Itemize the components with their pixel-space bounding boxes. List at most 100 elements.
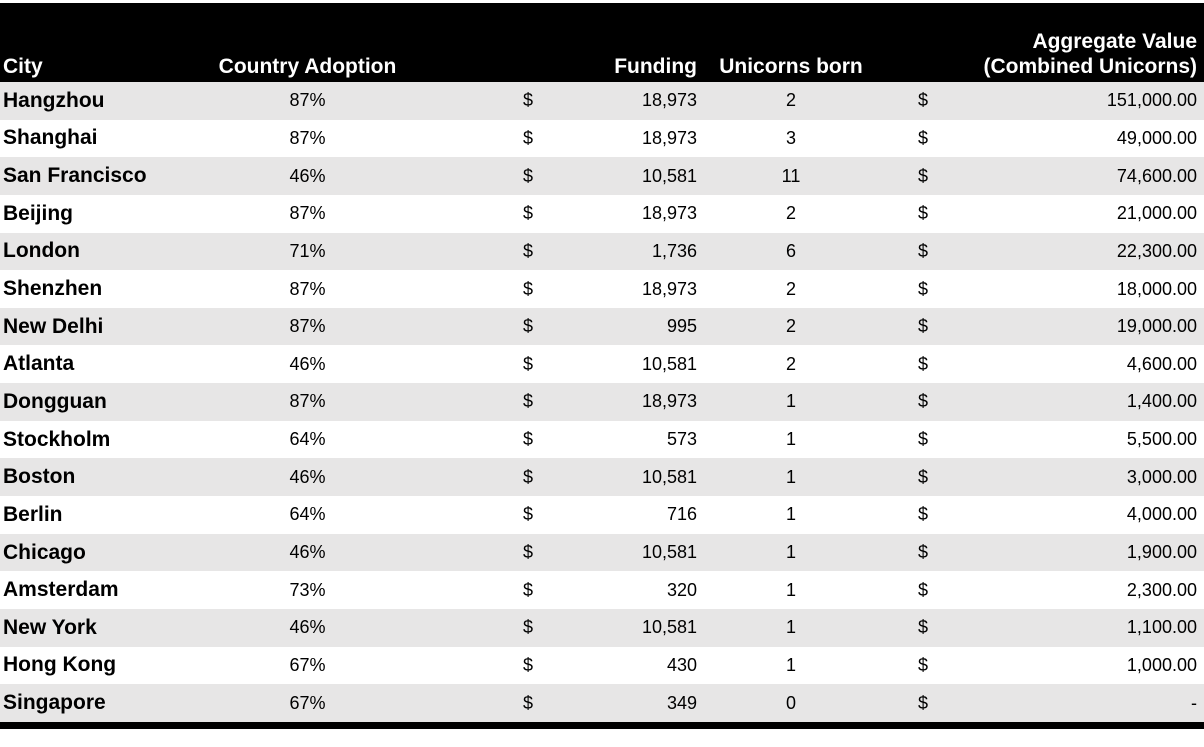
cell-city[interactable]: Dongguan xyxy=(3,389,107,413)
aggregate-currency-symbol: $ xyxy=(918,692,929,713)
cell-aggregate-value[interactable]: $ 4,000.00 xyxy=(877,504,1204,525)
cell-unicorns-born[interactable]: 1 xyxy=(785,391,796,412)
cell-aggregate-value[interactable]: $ 1,900.00 xyxy=(877,542,1204,563)
cell-funding[interactable]: $ 10,581 xyxy=(425,617,705,638)
cell-funding[interactable]: $ 18,973 xyxy=(425,279,705,300)
cell-city[interactable]: Singapore xyxy=(3,691,106,715)
cell-funding[interactable]: $ 10,581 xyxy=(425,166,705,187)
cell-country-adoption[interactable]: 64% xyxy=(289,429,326,450)
cell-country-adoption[interactable]: 73% xyxy=(289,579,326,600)
cell-aggregate-value[interactable]: $ 1,000.00 xyxy=(877,655,1204,676)
table-row: Dongguan 87% $ 18,973 1 $ 1,400.00 xyxy=(0,383,1204,421)
cell-country-adoption[interactable]: 87% xyxy=(289,316,326,337)
cell-unicorns-born[interactable]: 2 xyxy=(785,353,796,374)
cell-unicorns-born[interactable]: 1 xyxy=(785,579,796,600)
cell-country-adoption[interactable]: 46% xyxy=(289,542,326,562)
cell-aggregate-value[interactable]: $ 3,000.00 xyxy=(877,467,1204,488)
cell-city[interactable]: Hangzhou xyxy=(3,88,105,112)
cell-country-adoption[interactable]: 67% xyxy=(289,692,326,713)
cell-aggregate-value[interactable]: $ 19,000.00 xyxy=(877,316,1204,337)
cell-aggregate-value[interactable]: $ 18,000.00 xyxy=(877,279,1204,300)
cell-funding[interactable]: $ 10,581 xyxy=(425,542,705,563)
cell-aggregate-value[interactable]: $ 5,500.00 xyxy=(877,429,1204,450)
cell-aggregate-value[interactable]: $ 49,000.00 xyxy=(877,128,1204,149)
cell-city[interactable]: Shenzhen xyxy=(3,277,103,301)
cell-funding[interactable]: $ 10,581 xyxy=(425,467,705,488)
cell-city[interactable]: Boston xyxy=(3,465,76,489)
cell-unicorns-born[interactable]: 1 xyxy=(785,617,796,638)
column-header-country-adoption[interactable]: Country Adoption xyxy=(218,55,397,78)
cell-funding[interactable]: $ 349 xyxy=(425,693,705,714)
cell-aggregate-value[interactable]: $ 21,000.00 xyxy=(877,203,1204,224)
cell-aggregate-value[interactable]: $ 151,000.00 xyxy=(877,90,1204,111)
cell-unicorns-born[interactable]: 2 xyxy=(785,278,796,299)
cell-city[interactable]: Atlanta xyxy=(3,352,75,376)
cell-country-adoption[interactable]: 87% xyxy=(289,127,326,148)
cell-aggregate-value[interactable]: $ 4,600.00 xyxy=(877,354,1204,375)
cell-funding[interactable]: $ 18,973 xyxy=(425,203,705,224)
cell-aggregate-value[interactable]: $ - xyxy=(877,693,1204,714)
cell-country-adoption[interactable]: 46% xyxy=(289,617,326,638)
cell-country-adoption[interactable]: 87% xyxy=(289,391,326,412)
table-row: Singapore 67% $ 349 0 $ - xyxy=(0,684,1204,722)
cell-funding[interactable]: $ 430 xyxy=(425,655,705,676)
cell-unicorns-born[interactable]: 1 xyxy=(785,504,796,525)
cell-city[interactable]: Shanghai xyxy=(3,126,98,150)
cell-city[interactable]: New York xyxy=(3,615,97,639)
column-header-funding[interactable]: Funding xyxy=(614,55,697,78)
cell-country-adoption[interactable]: 46% xyxy=(289,466,326,487)
cell-unicorns-born[interactable]: 1 xyxy=(785,466,796,487)
cell-city[interactable]: San Francisco xyxy=(3,164,147,188)
cell-funding[interactable]: $ 10,581 xyxy=(425,354,705,375)
cell-unicorns-born[interactable]: 2 xyxy=(785,203,796,224)
cell-unicorns-born[interactable]: 2 xyxy=(785,316,796,337)
cell-country-adoption[interactable]: 46% xyxy=(289,353,326,374)
cell-country-adoption[interactable]: 87% xyxy=(289,90,326,111)
cell-unicorns-born[interactable]: 2 xyxy=(785,90,796,111)
cell-aggregate-value[interactable]: $ 74,600.00 xyxy=(877,166,1204,187)
cell-city[interactable]: Amsterdam xyxy=(3,578,119,602)
aggregate-value: 49,000.00 xyxy=(1116,127,1197,148)
cell-funding[interactable]: $ 995 xyxy=(425,316,705,337)
cell-city[interactable]: London xyxy=(3,239,80,263)
cell-unicorns-born[interactable]: 1 xyxy=(785,429,796,450)
cell-city[interactable]: Beijing xyxy=(3,201,74,225)
spreadsheet-table: City Country Adoption Funding Unicorns b… xyxy=(0,0,1204,729)
cell-unicorns-born[interactable]: 3 xyxy=(785,127,796,148)
column-header-aggregate-value[interactable]: Aggregate Value (Combined Unicorns) xyxy=(877,29,1204,79)
cell-country-adoption[interactable]: 71% xyxy=(289,240,326,261)
cell-funding[interactable]: $ 573 xyxy=(425,429,705,450)
cell-city[interactable]: Chicago xyxy=(3,540,86,564)
cell-funding[interactable]: $ 716 xyxy=(425,504,705,525)
column-header-city[interactable]: City xyxy=(3,55,43,78)
cell-unicorns-born[interactable]: 6 xyxy=(785,240,796,261)
cell-country-adoption[interactable]: 46% xyxy=(289,165,326,186)
column-header-unicorns-born[interactable]: Unicorns born xyxy=(719,55,863,78)
aggregate-currency-symbol: $ xyxy=(918,579,929,600)
cell-country-adoption[interactable]: 67% xyxy=(289,654,326,675)
top-margin xyxy=(0,0,1204,3)
cell-funding[interactable]: $ 18,973 xyxy=(425,90,705,111)
cell-unicorns-born[interactable]: 1 xyxy=(785,654,796,675)
cell-country-adoption[interactable]: 87% xyxy=(289,278,326,299)
cell-aggregate-value[interactable]: $ 22,300.00 xyxy=(877,241,1204,262)
cell-funding[interactable]: $ 18,973 xyxy=(425,128,705,149)
cell-funding[interactable]: $ 320 xyxy=(425,580,705,601)
cell-country-adoption[interactable]: 64% xyxy=(289,504,326,525)
cell-city[interactable]: Hong Kong xyxy=(3,653,117,677)
cell-funding[interactable]: $ 1,736 xyxy=(425,241,705,262)
table-row: New York 46% $ 10,581 1 $ 1,100.00 xyxy=(0,608,1204,647)
cell-city[interactable]: Stockholm xyxy=(3,427,111,451)
funding-currency-symbol: $ xyxy=(523,654,534,675)
cell-funding[interactable]: $ 18,973 xyxy=(425,391,705,412)
cell-aggregate-value[interactable]: $ 1,100.00 xyxy=(877,617,1204,638)
cell-unicorns-born[interactable]: 11 xyxy=(781,165,801,186)
cell-unicorns-born[interactable]: 1 xyxy=(785,542,796,562)
cell-unicorns-born[interactable]: 0 xyxy=(785,692,796,713)
cell-city[interactable]: New Delhi xyxy=(3,314,104,338)
table-row: New Delhi 87% $ 995 2 $ 19,000.00 xyxy=(0,307,1204,346)
cell-aggregate-value[interactable]: $ 1,400.00 xyxy=(877,391,1204,412)
cell-city[interactable]: Berlin xyxy=(3,502,63,526)
cell-aggregate-value[interactable]: $ 2,300.00 xyxy=(877,580,1204,601)
cell-country-adoption[interactable]: 87% xyxy=(289,203,326,224)
